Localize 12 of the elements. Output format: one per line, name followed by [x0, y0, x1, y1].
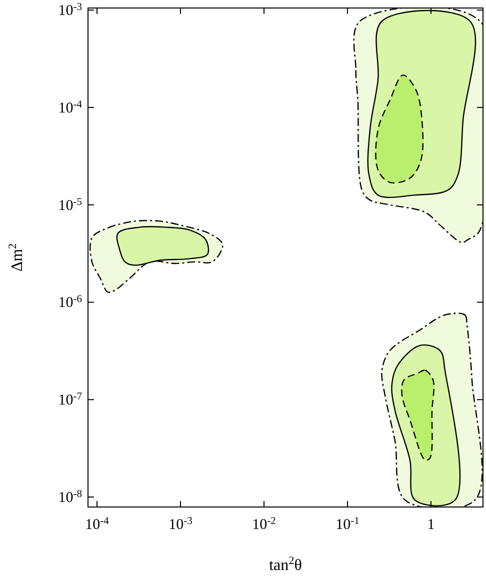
x-tick-label: 10$^{-3}$ [168, 516, 192, 533]
y-tick-label: 10$^{-5}$ [58, 196, 82, 214]
x-tick-label: 10$^{-4}$ [85, 516, 110, 533]
x-tick-label: 10$^{-2}$ [252, 516, 276, 533]
x-tick-label: 10$^{-1}$ [336, 516, 360, 533]
y-tick-label: 10$^{-8}$ [58, 488, 82, 506]
y-tick-label: 10$^{-7}$ [58, 391, 82, 409]
y-tick-label: 10$^{-3}$ [58, 2, 82, 20]
x-axis-title: tan$^{2}$θ [269, 555, 302, 574]
y-tick-label: 10$^{-6}$ [58, 294, 82, 312]
y-tick-label: 10$^{-4}$ [58, 98, 83, 116]
x-tick-label: 1 [427, 517, 435, 533]
